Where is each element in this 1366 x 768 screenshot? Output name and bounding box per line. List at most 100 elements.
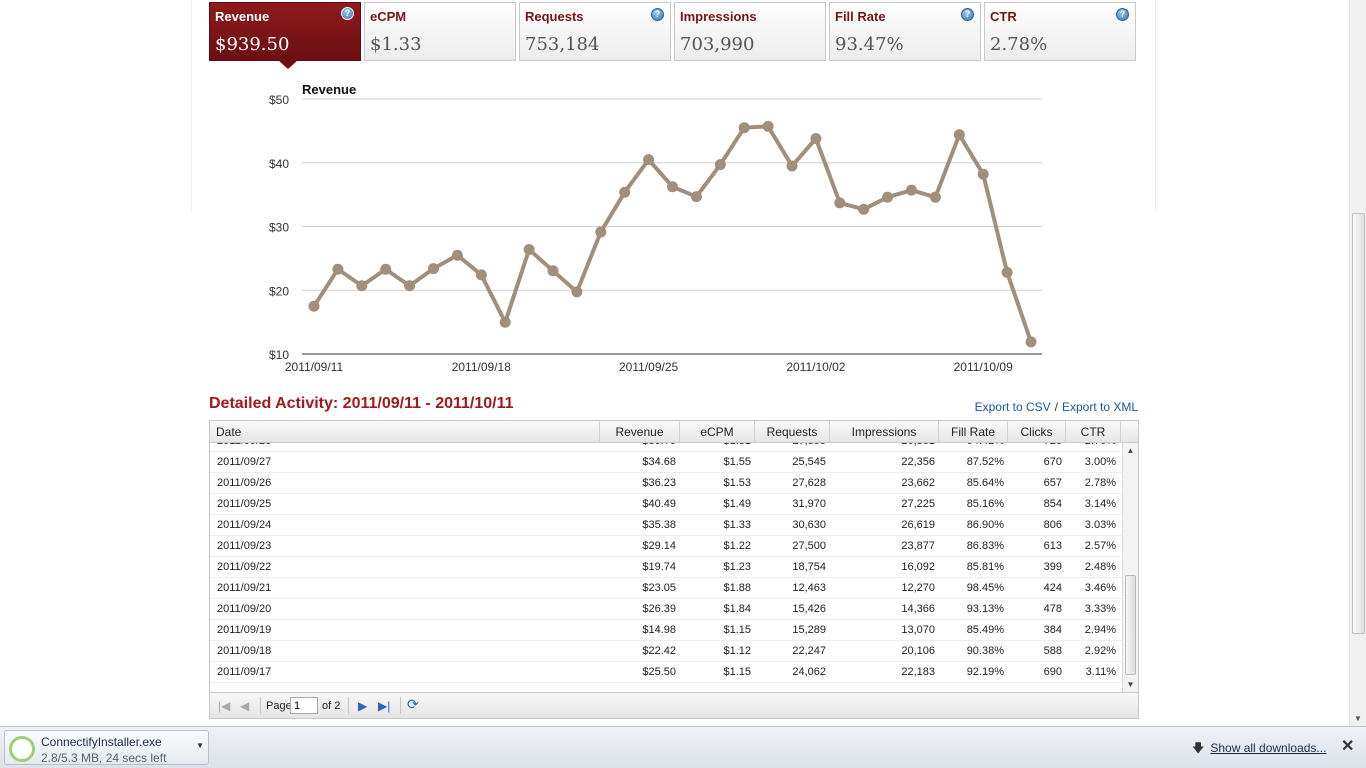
grid-rows: 2011/09/28 $39.70$1.5127,855 26,30194.42%7… [210,443,1122,693]
table-cell: 23,877 [901,540,935,552]
table-cell: 2.76% [1036,443,1116,451]
metric-tile-fill-rate[interactable]: Fill Rate 93.47% ? [829,2,981,61]
prev-page-icon[interactable]: ◀ [240,699,250,713]
page-number-input[interactable] [290,697,318,714]
grid-scrollbar[interactable]: ▲ ▼ [1122,443,1138,693]
scroll-thumb[interactable] [1125,575,1136,675]
table-cell: $1.84 [723,603,751,615]
data-point [906,184,917,196]
download-item[interactable]: ConnectifyInstaller.exe 2.8/5.3 MB, 24 s… [4,730,209,765]
table-cell: 90.38% [966,645,1004,657]
table-cell: $40.49 [642,498,676,510]
close-icon[interactable]: ✕ [1341,738,1355,755]
data-point [1025,336,1037,348]
refresh-icon[interactable]: ⟳ [407,696,419,712]
data-point [977,168,989,180]
last-page-icon[interactable]: ▶| [378,699,391,713]
x-tick-label: 2011/10/02 [786,360,845,374]
metric-tile-ctr[interactable]: CTR 2.78% ? [984,2,1136,61]
metric-label: Impressions [680,9,757,24]
scroll-up-icon[interactable]: ▲ [1126,446,1135,455]
table-cell: $35.38 [642,519,676,531]
chart-grid [302,98,1042,355]
show-all-downloads-link[interactable]: 🡇 Show all downloads... [1192,739,1326,760]
table-cell: $36.23 [642,477,676,489]
table-cell: 2.78% [1084,477,1116,489]
column-header-clicks[interactable]: Clicks [1008,421,1066,443]
metric-label: Requests [525,9,584,24]
data-point [834,197,846,209]
table-cell: 2011/09/20 [217,603,272,615]
page-scroll-thumb[interactable] [1352,213,1365,634]
table-row[interactable]: 2011/09/22 $19.74 $1.23 18,754 16,092 85.81% 3… [210,557,1122,578]
content-edge-right [1155,0,1156,212]
export-csv-link[interactable]: Export to CSV [974,400,1051,414]
scroll-down-icon[interactable]: ▼ [1126,680,1135,689]
download-status: 2.8/5.3 MB, 24 secs left [41,751,167,765]
metric-tile-requests[interactable]: Requests 753,184 ? [519,2,671,61]
page-scrollbar[interactable]: ▼ [1349,0,1366,726]
metric-value: 93.47% [835,34,904,55]
table-cell: 424 [1043,582,1062,594]
metric-tile-impressions[interactable]: Impressions 703,990 [674,2,826,61]
pager-separator [400,697,401,714]
metric-value: 753,184 [525,34,600,55]
table-cell: 93.13% [966,603,1004,615]
column-header-ecpm[interactable]: eCPM [680,421,755,443]
column-header-date[interactable]: Date [210,421,600,443]
metric-tile-revenue[interactable]: Revenue $939.50 [209,2,361,69]
table-cell: 2.94% [1084,624,1116,636]
table-row[interactable]: 2011/09/18 $22.42 $1.12 22,247 20,106 90.38% 5… [210,641,1122,662]
table-row[interactable]: 2011/09/19 $14.98 $1.15 15,289 13,070 85.49% 3… [210,620,1122,641]
table-row[interactable]: 2011/09/27 $34.68 $1.55 25,545 22,356 87.52% 6… [210,452,1122,473]
table-row[interactable]: 2011/09/25 $40.49 $1.49 31,970 27,225 85.16% 8… [210,494,1122,515]
table-cell: 3.46% [1084,582,1116,594]
first-page-icon[interactable]: |◀ [218,699,231,713]
y-axis-ticks: $50 $40 $30 $20 $10 [269,93,289,362]
help-icon[interactable]: ? [961,8,974,21]
table-row[interactable]: 2011/09/28 $39.70$1.5127,855 26,30194.42%7… [210,443,1122,452]
data-point [619,186,631,198]
x-tick-label: 2011/09/11 [285,360,344,374]
download-filename: ConnectifyInstaller.exe [41,735,162,749]
table-cell: 2011/09/28 [217,443,271,451]
table-row[interactable]: 2011/09/26 $36.23 $1.53 27,628 23,662 85.64% 6… [210,473,1122,494]
table-cell: 2011/09/25 [217,498,272,510]
table-cell: 2011/09/22 [217,561,272,573]
table-row[interactable]: 2011/09/23 $29.14 $1.22 27,500 23,877 86.83% 6… [210,536,1122,557]
table-cell: 2.92% [1084,645,1116,657]
grid-header: Date Revenue eCPM Requests Impressions F… [210,421,1138,443]
page-label: Page [266,700,292,712]
table-cell: 2011/09/17 [217,666,272,678]
chevron-down-icon[interactable]: ▼ [196,741,204,750]
help-icon[interactable]: ? [1116,8,1129,21]
metric-tile-ecpm[interactable]: eCPM $1.33 [364,2,516,61]
help-icon[interactable]: ? [341,7,354,20]
scroll-down-icon[interactable]: ▼ [1354,714,1362,723]
table-row[interactable]: 2011/09/24 $35.38 $1.33 30,630 26,619 86.90% 8… [210,515,1122,536]
table-cell: 12,270 [901,582,935,594]
table-cell: $1.15 [723,666,751,678]
help-icon[interactable]: ? [651,8,664,21]
data-point [929,191,941,203]
column-header-ctr[interactable]: CTR [1066,421,1121,443]
table-cell: 22,183 [901,666,935,678]
y-tick-label: $20 [269,284,289,298]
table-cell: 26,301 [855,443,935,451]
table-row[interactable]: 2011/09/20 $26.39 $1.84 15,426 14,366 93.13% 4… [210,599,1122,620]
next-page-icon[interactable]: ▶ [358,699,368,713]
column-header-impressions[interactable]: Impressions [830,421,939,443]
table-row[interactable]: 2011/09/17 $25.50 $1.15 24,062 22,183 92.19% 6… [210,662,1122,683]
table-cell: 25,545 [792,456,826,468]
table-cell: 588 [1043,645,1062,657]
table-cell: 3.00% [1084,456,1116,468]
export-xml-link[interactable]: Export to XML [1061,400,1138,414]
column-header-revenue[interactable]: Revenue [600,421,680,443]
column-header-fill-rate[interactable]: Fill Rate [939,421,1008,443]
table-cell: 92.19% [966,666,1004,678]
column-header-requests[interactable]: Requests [755,421,830,443]
table-cell: 399 [1043,561,1062,573]
table-row[interactable]: 2011/09/21 $23.05 $1.88 12,463 12,270 98.45% 4… [210,578,1122,599]
table-cell: 2011/09/19 [217,624,272,636]
